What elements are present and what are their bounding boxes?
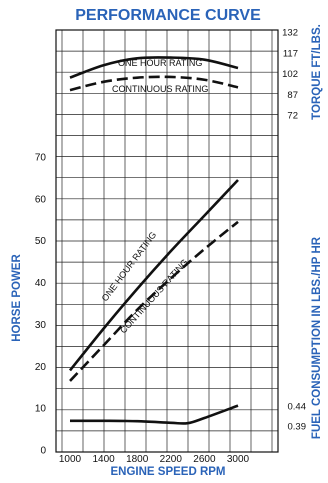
torque-tick-label: 87 xyxy=(287,90,298,101)
x-tick-label: 1400 xyxy=(92,454,115,465)
torque-continuous-label: CONTINUOUS RATING xyxy=(112,84,208,94)
hp-continuous-line xyxy=(69,220,239,382)
curves xyxy=(68,56,239,425)
hp-tick-label: 0 xyxy=(40,446,46,457)
x-tick-label: 1800 xyxy=(126,454,149,465)
torque-continuous-line xyxy=(69,75,239,92)
fuel-tick-label: 0.44 xyxy=(288,402,307,413)
x-axis-title: ENGINE SPEED RPM xyxy=(110,466,225,478)
hp-tick-label: 70 xyxy=(35,153,47,164)
hp-tick-label: 20 xyxy=(35,362,47,373)
hp-tick-label: 50 xyxy=(35,236,47,247)
torque-tick-label: 102 xyxy=(282,69,298,80)
fuel-consumption-line xyxy=(69,404,239,425)
horsepower-axis-title: HORSE POWER xyxy=(11,254,23,342)
x-tick-label: 1000 xyxy=(59,454,82,465)
torque-tick-label: 117 xyxy=(283,48,298,59)
torque-one-hour-label: ONE HOUR RATING xyxy=(118,58,202,68)
hp-tick-label: 10 xyxy=(35,404,47,415)
fuel-tick-label: 0.39 xyxy=(288,422,307,433)
tick-labels: 1000 1400 1800 2200 2600 3000 0 10 20 30 40 50 60 70 7… xyxy=(35,28,306,466)
x-tick-label: 3000 xyxy=(227,454,250,465)
torque-tick-label: 72 xyxy=(287,111,298,122)
hp-tick-label: 60 xyxy=(35,194,47,205)
chart-title: PERFORMANCE CURVE xyxy=(75,7,261,24)
x-tick-label: 2600 xyxy=(193,454,216,465)
torque-one-hour-line xyxy=(69,56,239,79)
hp-tick-label: 30 xyxy=(35,320,47,331)
torque-tick-label: 132 xyxy=(282,28,298,39)
torque-axis-title: TORQUE FT/LBS. xyxy=(311,24,323,120)
x-tick-label: 2200 xyxy=(160,454,183,465)
hp-one-hour-line xyxy=(68,179,239,372)
plot-frame xyxy=(55,29,279,453)
fuel-axis-title: FUEL CONSUMPTION IN LBS./HP HR xyxy=(311,236,323,439)
hp-tick-label: 40 xyxy=(35,278,47,289)
